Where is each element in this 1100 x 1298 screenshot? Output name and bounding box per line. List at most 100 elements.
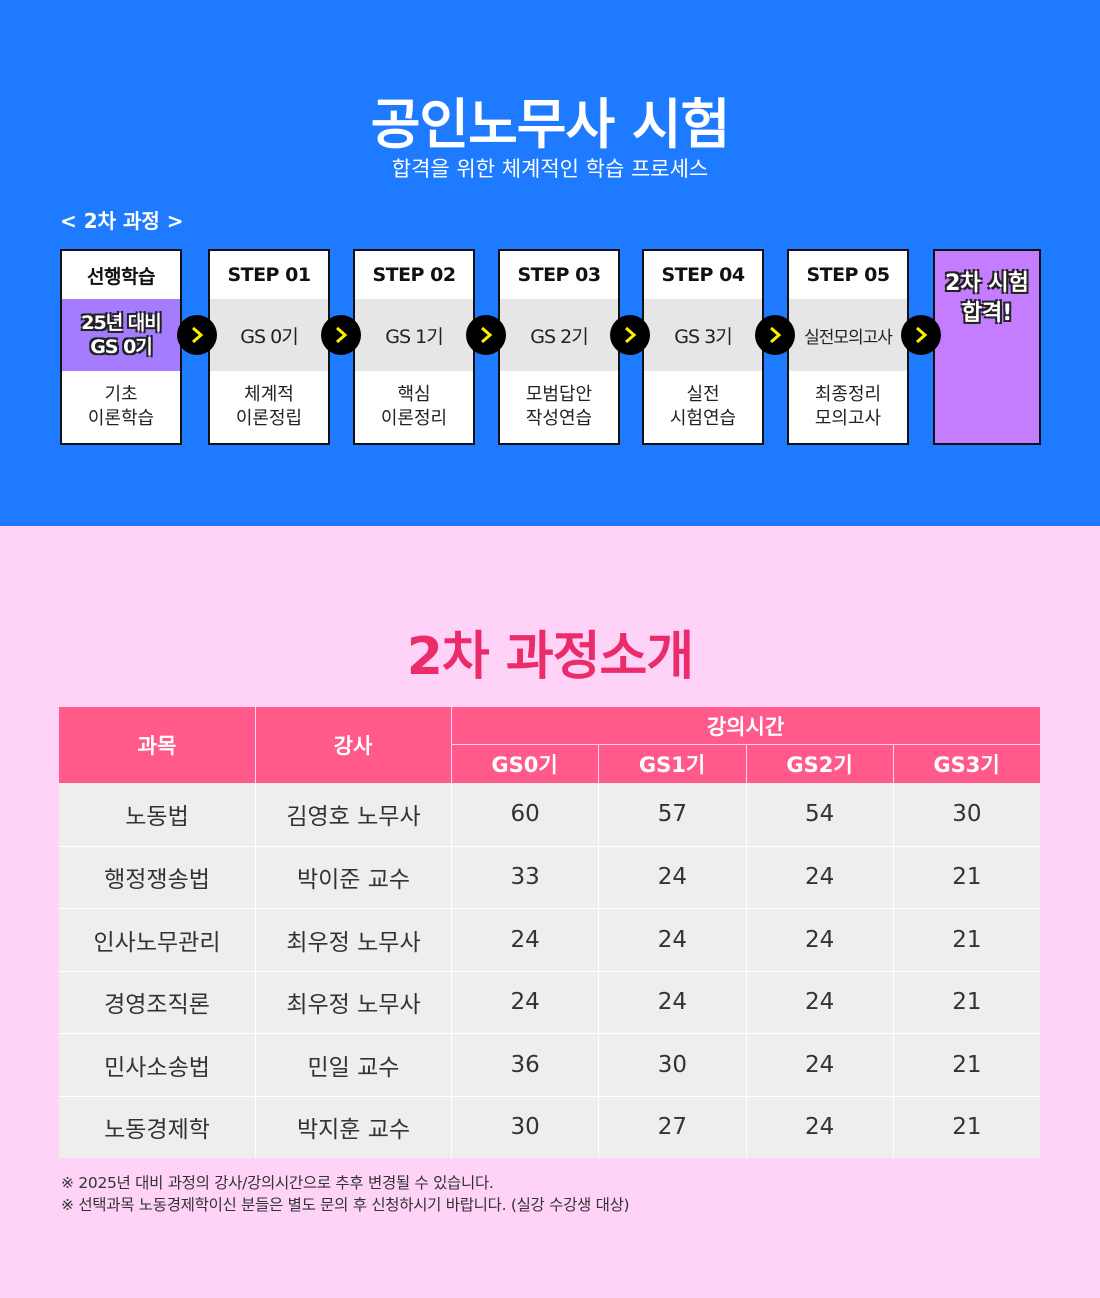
table-row: 노동법 김영호 노무사 60 57 54 30 [59, 783, 1040, 846]
cell-gs0: 36 [451, 1034, 598, 1096]
cell-gs0: 24 [451, 971, 598, 1033]
header-divider [893, 745, 894, 783]
section-title: 2차 과정소개 [406, 627, 695, 687]
cell-instructor: 박이준 교수 [255, 846, 451, 908]
cell-instructor: 최우정 노무사 [255, 909, 451, 971]
cell-instructor: 박지훈 교수 [255, 1096, 451, 1158]
cell-gs3: 21 [892, 971, 1040, 1033]
step-card-05: STEP 05 실전모의고사 최종정리 모의고사 [787, 249, 909, 445]
cell-instructor: 민일 교수 [255, 1034, 451, 1096]
header-divider [255, 707, 256, 783]
step-head: STEP 04 [661, 264, 745, 286]
header-gs3: GS3기 [933, 753, 1000, 777]
step-desc-line2: 이론정리 [380, 408, 448, 429]
cell-gs0: 24 [451, 909, 598, 971]
cell-subject: 노동경제학 [104, 1117, 210, 1144]
table-notes: ※ 2025년 대비 과정의 강사/강의시간으로 추후 변경될 수 있습니다. … [61, 1172, 630, 1216]
step-badge-line2: GS 0기 [90, 336, 153, 358]
step-badge-line1: 25년 대비 [81, 312, 161, 334]
header-lecture-time: 강의시간 [706, 715, 785, 739]
step-course: GS 1기 [355, 299, 473, 371]
chevron-right-icon [177, 315, 217, 355]
step-course: GS 3기 [644, 299, 762, 371]
step-card-prestudy: 선행학습 25년 대비 GS 0기 기초 이론학습 [60, 249, 182, 445]
final-step-line2: 합격! [961, 301, 1013, 326]
process-steps: 선행학습 25년 대비 GS 0기 기초 이론학습 STEP 01 GS 0기 … [0, 249, 1100, 445]
cell-gs2: 24 [745, 971, 893, 1033]
step-desc-line2: 모의고사 [814, 408, 882, 429]
cell-subject: 행정쟁송법 [104, 867, 210, 894]
step-desc: 실전 시험연습 [644, 371, 762, 443]
chevron-right-icon [610, 315, 650, 355]
cell-gs0: 60 [451, 783, 598, 846]
step-desc: 최종정리 모의고사 [789, 371, 907, 443]
cell-gs2: 24 [745, 846, 893, 908]
page-subtitle: 합격을 위한 체계적인 학습 프로세스 [391, 157, 709, 181]
header-subject: 과목 [137, 734, 177, 758]
step-head: STEP 01 [227, 264, 311, 286]
step-head: STEP 02 [372, 264, 456, 286]
step-desc: 핵심 이론정리 [355, 371, 473, 443]
cell-gs1: 24 [598, 909, 745, 971]
step-course: GS 2기 [500, 299, 618, 371]
step-head: 선행학습 [87, 265, 155, 288]
cell-gs3: 21 [892, 846, 1040, 908]
step-head: STEP 05 [806, 264, 890, 286]
cell-gs3: 30 [892, 783, 1040, 846]
table-body: 노동법 김영호 노무사 60 57 54 30 행정쟁송법 박이준 교수 33 … [59, 783, 1040, 1158]
step-course: GS 0기 [210, 299, 328, 371]
cell-subject: 민사소송법 [104, 1054, 210, 1081]
header-instructor: 강사 [333, 734, 373, 758]
header-gs2: GS2기 [786, 753, 853, 777]
cell-gs2: 24 [745, 1034, 893, 1096]
cell-subject: 경영조직론 [104, 992, 210, 1019]
final-step-text: 2차 시험 합격! [945, 269, 1029, 329]
step-desc-line1: 모범답안 [525, 384, 593, 405]
chevron-right-icon [466, 315, 506, 355]
cell-gs0: 33 [451, 846, 598, 908]
course-table: 과목 강사 강의시간 GS0기 GS1기 GS2기 GS3기 노동법 김영호 노… [59, 707, 1040, 1158]
process-section: 공인노무사 시험 합격을 위한 체계적인 학습 프로세스 < 2차 과정 > 선… [0, 0, 1100, 526]
step-desc-line2: 시험연습 [669, 408, 737, 429]
step-card-02: STEP 02 GS 1기 핵심 이론정리 [353, 249, 475, 445]
header-divider [746, 745, 747, 783]
cell-gs3: 21 [892, 1096, 1040, 1158]
header-divider [598, 745, 599, 783]
note-line: ※ 2025년 대비 과정의 강사/강의시간으로 추후 변경될 수 있습니다. [61, 1174, 494, 1192]
course-label: < 2차 과정 > [60, 209, 184, 233]
chevron-right-icon [321, 315, 361, 355]
step-desc-line1: 기초 [104, 384, 138, 405]
step-course: 실전모의고사 [789, 299, 907, 371]
header-gs1: GS1기 [638, 753, 706, 777]
table-row: 인사노무관리 최우정 노무사 24 24 24 21 [59, 908, 1040, 971]
cell-subject: 인사노무관리 [93, 929, 221, 956]
step-desc: 체계적 이론정립 [210, 371, 328, 443]
cell-gs3: 21 [892, 909, 1040, 971]
header-divider [451, 707, 452, 783]
cell-instructor: 김영호 노무사 [255, 783, 451, 846]
step-card-03: STEP 03 GS 2기 모범답안 작성연습 [498, 249, 620, 445]
cell-gs1: 24 [598, 971, 745, 1033]
step-desc-line1: 최종정리 [814, 384, 882, 405]
table-row: 민사소송법 민일 교수 36 30 24 21 [59, 1033, 1040, 1096]
step-desc-line1: 실전 [686, 384, 720, 405]
page-title: 공인노무사 시험 [370, 93, 731, 156]
header-gs0: GS0기 [491, 753, 558, 777]
step-badge: 25년 대비 GS 0기 [62, 299, 180, 371]
step-head: STEP 03 [517, 264, 601, 286]
final-step-pass: 2차 시험 합격! [933, 249, 1041, 445]
chevron-right-icon [755, 315, 795, 355]
cell-gs2: 24 [745, 909, 893, 971]
note-line: ※ 선택과목 노동경제학이신 분들은 별도 문의 후 신청하시기 바랍니다. (… [61, 1196, 630, 1214]
cell-gs1: 27 [598, 1096, 745, 1158]
cell-gs2: 24 [745, 1096, 893, 1158]
header-divider [451, 744, 1040, 745]
table-header: 과목 강사 강의시간 GS0기 GS1기 GS2기 GS3기 [59, 707, 1040, 783]
step-desc-line2: 작성연습 [525, 408, 593, 429]
cell-gs2: 54 [745, 783, 893, 846]
step-desc-line2: 이론정립 [235, 408, 303, 429]
cell-gs1: 30 [598, 1034, 745, 1096]
step-desc: 모범답안 작성연습 [500, 371, 618, 443]
step-card-01: STEP 01 GS 0기 체계적 이론정립 [208, 249, 330, 445]
course-intro-section: 2차 과정소개 과목 강사 강의시간 GS0기 GS1기 GS2기 GS3기 노… [0, 526, 1100, 1298]
